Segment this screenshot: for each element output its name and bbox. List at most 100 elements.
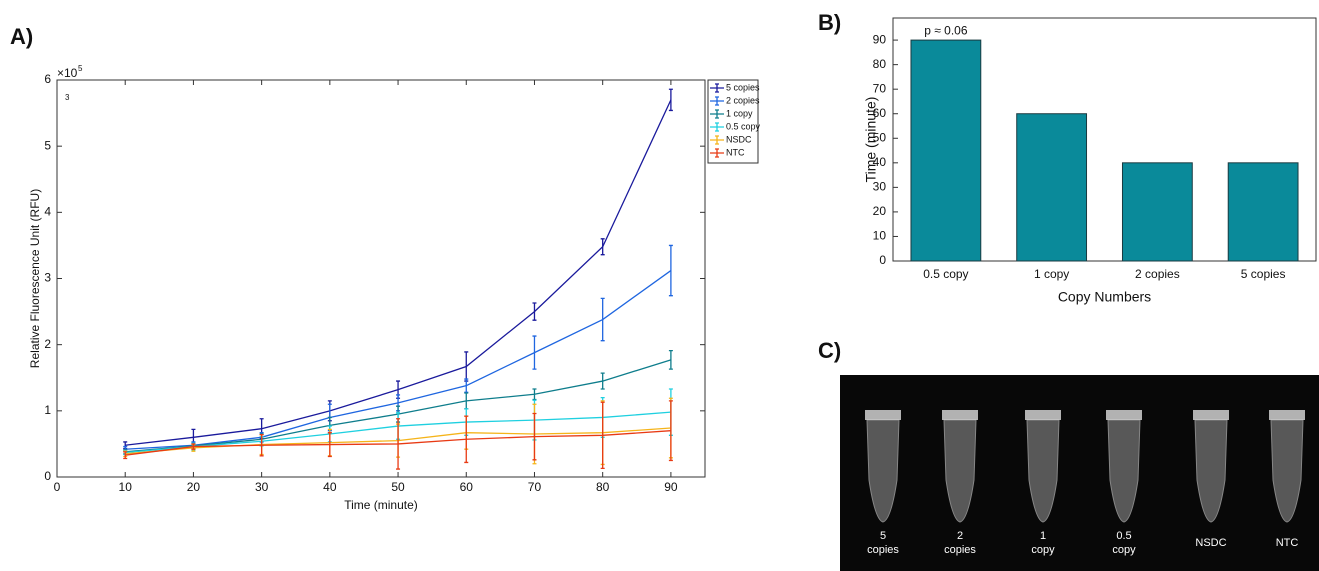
y-tick-label: 60: [873, 106, 887, 120]
x-tick-label: 5 copies: [1241, 267, 1286, 281]
x-tick-label: 0.5 copy: [923, 267, 968, 281]
y-tick-label: 70: [873, 81, 887, 95]
legend-label: NTC: [726, 147, 745, 157]
legend-label: 5 copies: [726, 82, 760, 92]
x-tick-label: 20: [187, 480, 201, 494]
y-tick-label: 5: [44, 138, 51, 152]
tube-cap: [942, 410, 978, 420]
error-bar: [396, 418, 401, 470]
y-axis-title: Time (minute): [863, 97, 879, 183]
tube-label: copies: [867, 544, 899, 556]
x-tick-label: 30: [255, 480, 269, 494]
bar: [1121, 162, 1193, 262]
error-bar: [668, 244, 673, 297]
photo: [840, 375, 1319, 571]
tube-label: copies: [944, 544, 976, 556]
legend-swatch: [710, 135, 724, 145]
tube-label: 0.5: [1116, 530, 1131, 542]
error-bar: [464, 415, 469, 464]
error-bar: [668, 88, 673, 112]
legend-swatch: [710, 122, 724, 132]
error-bar: [600, 401, 605, 470]
tube-label: copy: [1112, 544, 1136, 556]
legend-label: NSDC: [726, 134, 752, 144]
y-tick-label: 1: [44, 403, 51, 417]
tube-cap: [1025, 410, 1061, 420]
x-tick-label: 10: [119, 480, 133, 494]
tube: [1194, 419, 1228, 523]
error-bar: [668, 400, 673, 462]
y-tick-label: 90: [873, 32, 887, 46]
x-axis-title: Time (minute): [344, 498, 418, 512]
bar: [1227, 162, 1299, 262]
legend-label: 2 copies: [726, 95, 760, 105]
legend-label: 1 copy: [726, 108, 753, 118]
x-tick-label: 60: [460, 480, 474, 494]
error-bar: [464, 378, 469, 393]
y-tick-label: 4: [44, 205, 51, 219]
y-tick-label: 50: [873, 130, 887, 144]
tube: [1107, 419, 1141, 523]
error-bar: [259, 434, 264, 457]
x-tick-label: 80: [596, 480, 610, 494]
error-bar: [532, 302, 537, 321]
panel-label: A): [10, 24, 33, 49]
legend-swatch: [710, 109, 724, 119]
tube: [1270, 419, 1304, 523]
error-bar: [327, 432, 332, 458]
x-axis-title: Copy Numbers: [1058, 289, 1151, 305]
tube: [943, 419, 977, 523]
x-tick-label: 90: [664, 480, 678, 494]
tube: [866, 419, 900, 523]
annotation: 3: [65, 93, 70, 102]
tube-label: NSDC: [1195, 537, 1226, 549]
y-tick-label: 0: [879, 253, 886, 267]
legend-swatch: [710, 83, 724, 93]
error-bar: [668, 349, 673, 370]
error-bar: [600, 238, 605, 256]
legend-swatch: [710, 96, 724, 106]
panel-label: B): [818, 10, 841, 35]
error-bar: [191, 443, 196, 450]
y-tick-label: 40: [873, 155, 887, 169]
legend-label: 0.5 copy: [726, 121, 761, 131]
tube-cap: [1193, 410, 1229, 420]
y-tick-label: 3: [44, 271, 51, 285]
x-tick-label: 2 copies: [1135, 267, 1180, 281]
tube-label: 5: [880, 530, 886, 542]
y-tick-label: 30: [873, 180, 887, 194]
y-tick-label: 10: [873, 229, 887, 243]
y-tick-label: 6: [44, 72, 51, 86]
y-tick-label: 0: [44, 469, 51, 483]
tube-cap: [865, 410, 901, 420]
legend-swatch: [710, 148, 724, 158]
y-tick-label: 80: [873, 57, 887, 71]
panel-label: C): [818, 338, 841, 363]
error-bar: [123, 451, 128, 460]
x-tick-label: 70: [528, 480, 542, 494]
axis-multiplier: ×10: [57, 66, 78, 80]
axis-exponent: 5: [78, 64, 83, 73]
y-tick-label: 2: [44, 337, 51, 351]
tube-label: NTC: [1276, 537, 1299, 549]
error-bar: [532, 388, 537, 401]
x-tick-label: 50: [391, 480, 405, 494]
tube-label: 1: [1040, 530, 1046, 542]
x-tick-label: 1 copy: [1034, 267, 1069, 281]
error-bar: [532, 412, 537, 461]
tube: [1026, 419, 1060, 523]
tube-label: 2: [957, 530, 963, 542]
tube-cap: [1269, 410, 1305, 420]
x-tick-label: 0: [54, 480, 61, 494]
error-bar: [532, 335, 537, 370]
error-bar: [600, 372, 605, 390]
tube-label: copy: [1031, 544, 1055, 556]
tube-cap: [1106, 410, 1142, 420]
bar: [1016, 113, 1088, 262]
bar: [910, 39, 982, 262]
y-tick-label: 20: [873, 204, 887, 218]
x-tick-label: 40: [323, 480, 337, 494]
annotation: p ≈ 0.06: [924, 23, 968, 37]
error-bar: [600, 297, 605, 342]
